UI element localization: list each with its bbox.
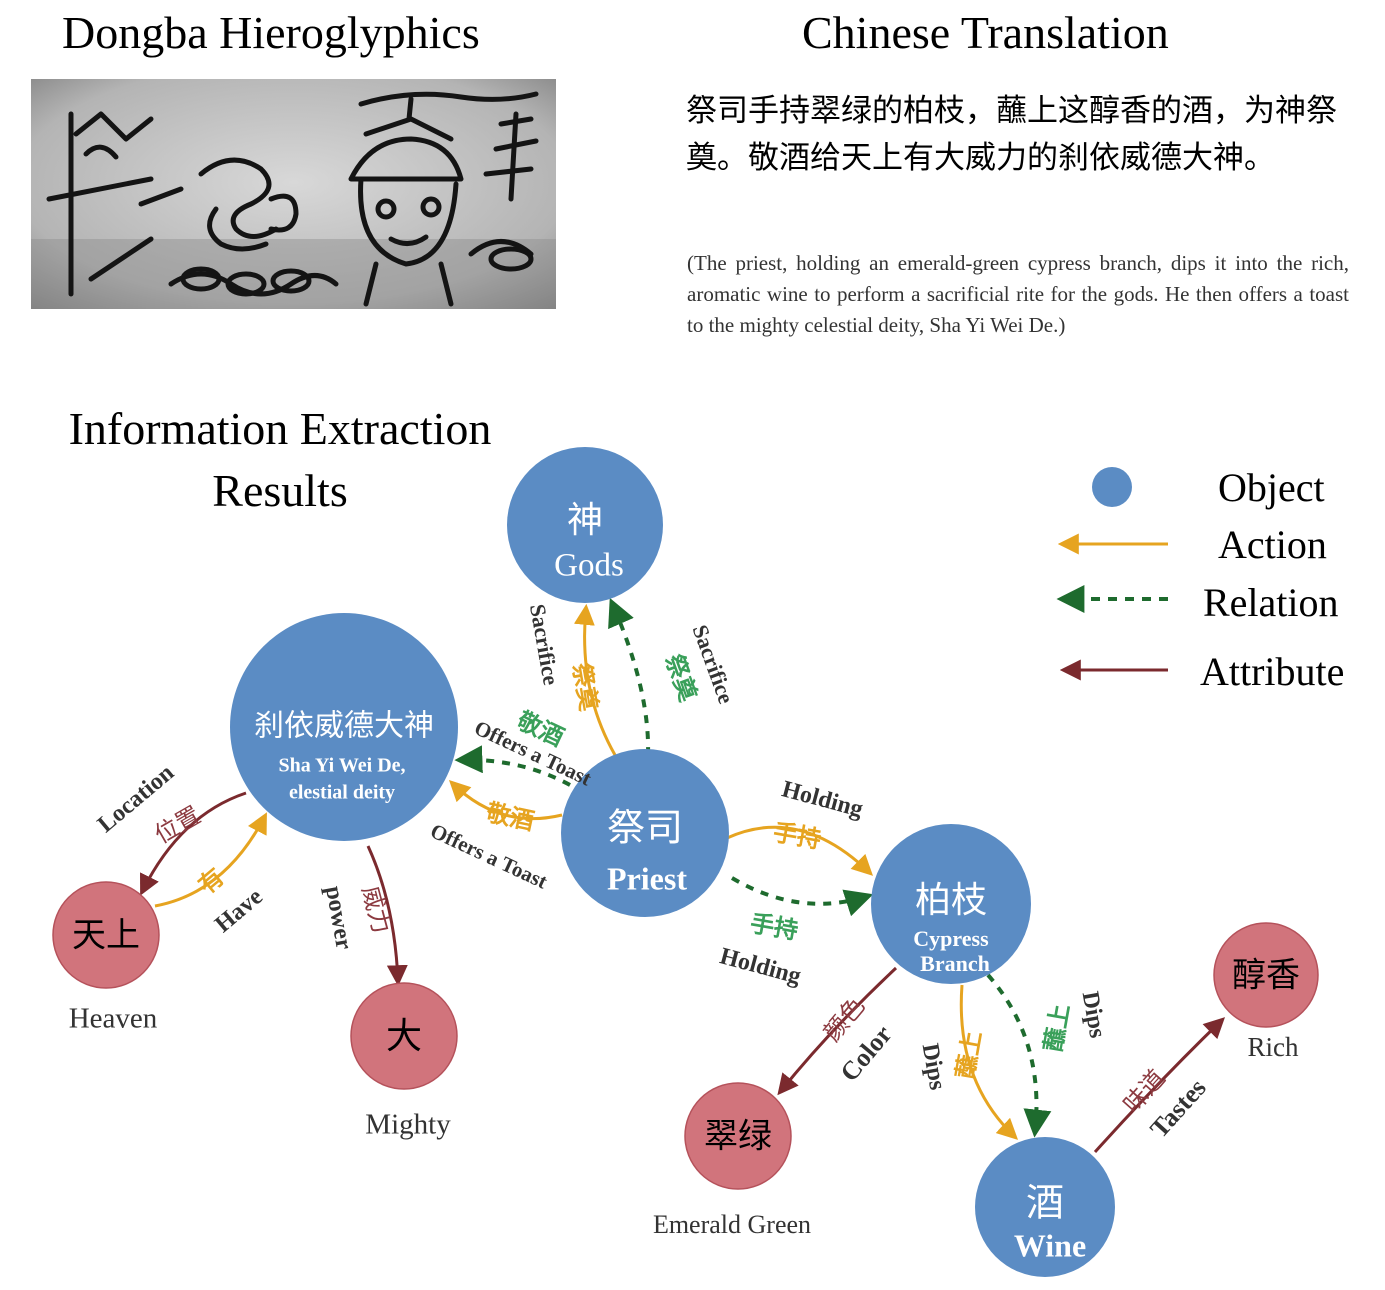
node-cypress-en-line1: Cypress [913,926,989,951]
label-dips-action-zh: 蘸上 [951,1029,987,1081]
translation-heading: Chinese Translation [802,7,1169,58]
node-priest-zh: 祭司 [607,806,683,850]
label-sacrifice-action-en: Sacrifice [525,602,564,687]
label-toast-action-en: Offers a Toast [427,819,551,894]
node-cypress-en-line2: Branch [920,951,990,976]
legend-attribute-label: Attribute [1200,649,1345,694]
node-heaven-zh: 天上 [72,916,140,956]
node-priest-en: Priest [607,860,687,896]
label-holding-action-en: Holding [779,776,866,823]
chinese-translation-text: 祭司手持翠绿的柏枝，蘸上这醇香的酒，为神祭奠。敬酒给天上有大威力的刹依威德大神。 [686,93,1337,176]
legend-object-swatch [1092,467,1132,507]
node-deity: 刹依威德大神 Sha Yi Wei De, elestial deity [230,613,458,841]
node-gods: 神 Gods [507,447,663,603]
node-rich-zh: 醇香 [1232,956,1300,996]
label-location-zh: 位置 [150,801,206,849]
node-deity-en-line1: Sha Yi Wei De, [278,755,405,777]
label-holding-relation-zh: 手持 [748,909,800,945]
node-wine-zh: 酒 [1026,1181,1064,1225]
node-wine-en: Wine [1014,1227,1086,1263]
edge-sacrifice-action [573,603,617,756]
label-toast-action-zh: 敬酒 [483,798,537,836]
node-deity-zh: 刹依威德大神 [254,709,434,744]
label-have-zh: 有 [193,863,229,900]
ie-heading: Information Extraction Results [68,403,492,516]
label-dips-relation-zh: 蘸上 [1039,1002,1075,1054]
node-rich-en: Rich [1248,1032,1299,1062]
label-dips-relation-en: Dips [1077,989,1111,1039]
edge-toast-relation [454,745,571,787]
edge-power [366,845,408,987]
node-emerald-zh: 翠绿 [704,1117,772,1157]
node-rich: 醇香 Rich [1213,922,1319,1062]
label-holding-action-zh: 手持 [771,818,823,854]
edge-holding-relation [730,876,874,917]
edge-location [140,791,247,896]
legend-action-label: Action [1218,522,1327,567]
node-cypress: 柏枝 Cypress Branch [871,824,1031,984]
edge-have [154,812,267,908]
node-heaven: 天上 Heaven [52,881,160,1035]
edge-dips-action [959,984,1019,1140]
node-mighty: 大 Mighty [350,982,458,1141]
edge-color [777,966,898,1096]
node-emerald-en: Emerald Green [653,1210,811,1239]
node-mighty-zh: 大 [386,1016,422,1057]
edge-sacrifice-relation [608,597,651,756]
node-heaven-en: Heaven [69,1003,158,1035]
label-holding-relation-en: Holding [717,943,804,990]
label-power-en: power [320,884,357,952]
dongba-manuscript-image [31,79,556,309]
english-translation-text: (The priest, holding an emerald-green cy… [687,251,1349,337]
node-deity-en-line2: elestial deity [289,782,395,804]
label-power-zh: 威力 [356,883,395,937]
edge-toast-action [448,780,563,821]
dongba-heading: Dongba Hieroglyphics [62,7,480,58]
edge-tastes [1093,1017,1226,1154]
node-cypress-zh: 柏枝 [915,880,987,921]
node-priest: 祭司 Priest [561,749,729,917]
node-gods-zh: 神 [567,500,603,541]
legend-object-label: Object [1218,465,1325,510]
node-emerald: 翠绿 Emerald Green [653,1082,811,1239]
manuscript-drawing [31,79,556,309]
legend-relation-label: Relation [1203,580,1339,625]
label-sacrifice-action-zh: 祭奠 [567,661,603,714]
edge-dips-relation [986,973,1052,1138]
node-gods-en: Gods [554,548,624,584]
label-sacrifice-relation-zh: 祭奠 [660,650,703,706]
node-mighty-en: Mighty [365,1109,451,1141]
node-wine: 酒 Wine [975,1137,1115,1277]
edge-holding-action [726,825,874,876]
label-dips-action-en: Dips [917,1041,951,1091]
